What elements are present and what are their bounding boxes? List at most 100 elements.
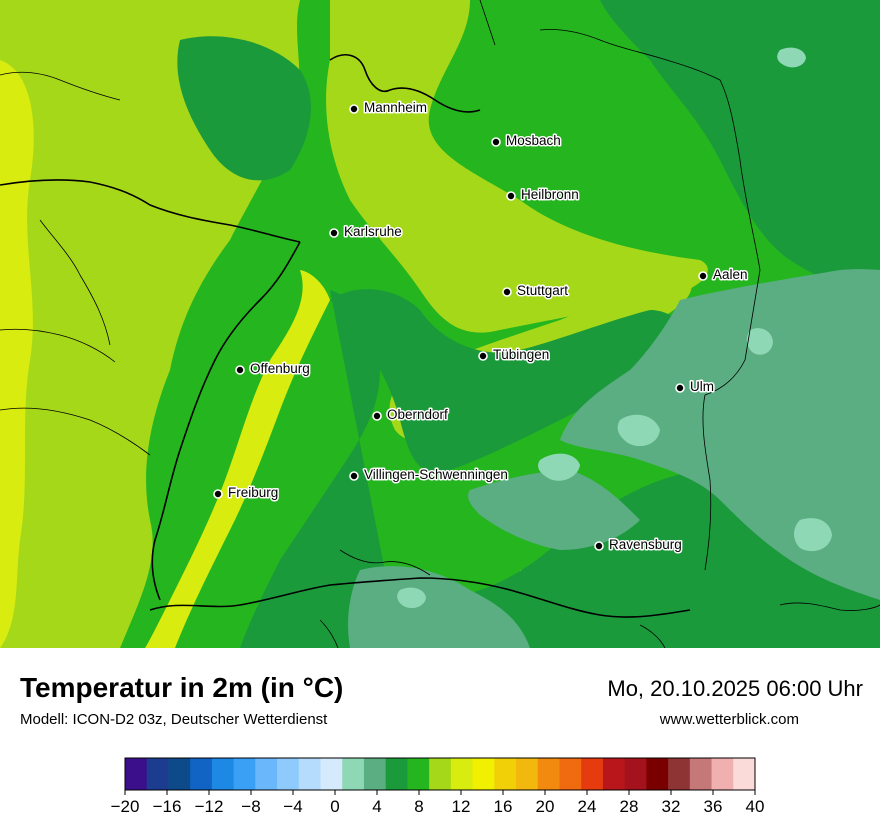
city-label: Offenburg [250,361,310,376]
city-dot [675,383,685,393]
colorbar-swatch [255,758,278,790]
temperature-area-10-12-north [326,0,708,333]
district-borders [0,0,880,648]
colorbar-swatch [363,758,387,790]
colorbar-tick-label: −4 [283,797,302,816]
city-label: Stuttgart [517,283,568,298]
district-border-e [0,407,151,456]
colorbar-swatch [689,758,713,790]
district-border-k [639,624,666,648]
temperature-area-2-4-a [617,414,660,447]
colorbar-swatch [211,758,235,790]
temperature-area-2-4-e [777,47,806,68]
colorbar-swatch [190,758,213,790]
state-border-rhine [151,241,301,601]
city-label: Karlsruhe [344,224,402,239]
district-border-b [539,29,761,271]
colorbar-tick-label: −20 [111,797,140,816]
city-dot [213,489,223,499]
forecast-datetime: Mo, 20.10.2025 06:00 Uhr [607,676,863,701]
city-label: Mosbach [506,133,561,148]
temperature-area-6-8-black-forest-core [330,289,689,473]
colorbar-swatch [450,758,474,790]
temperature-area-4-6-south [468,470,640,550]
model-subtitle: Modell: ICON-D2 03z, Deutscher Wetterdie… [20,711,328,728]
colorbar-swatch [516,758,539,790]
city-villingen-schwenningen: Villingen-Schwenningen [349,466,509,484]
colorbar-swatch [581,758,604,790]
city-oberndorf: Oberndorf [372,406,450,424]
temperature-area-2-4-f [397,587,426,609]
city-label: Heilbronn [521,187,579,202]
city-heilbronn: Heilbronn [506,186,580,204]
colorbar-tick-label: 4 [372,797,381,816]
temperature-area-6-8-black-forest [240,290,880,648]
city-offenburg: Offenburg [235,360,311,378]
colorbar-swatch [537,758,560,790]
temperature-area-4-6-hochrhein [348,566,530,648]
temperature-area-12-14-rhine [145,270,330,648]
city-dot [349,104,359,114]
colorbar-tick-label: 32 [662,797,681,816]
colorbar-swatch [342,758,365,790]
state-border-northwest [0,179,301,243]
colorbar-swatch [646,758,669,790]
map-title: Temperatur in 2m (in °C) [20,672,344,703]
colorbar-tick-label: −12 [195,797,224,816]
colorbar-swatch [233,758,256,790]
district-border-a [0,71,121,101]
colorbar-swatch [624,758,647,790]
city-label: Aalen [713,267,748,282]
city-label: Mannheim [364,100,427,115]
city-dot [235,365,245,375]
city-dot [478,351,488,361]
colorbar-tick-label: 20 [536,797,555,816]
district-border-f [39,219,111,346]
colorbar-swatch [429,758,452,790]
colorbar-swatch [168,758,191,790]
colorbar-tick-label: 36 [704,797,723,816]
city-dot [329,228,339,238]
temperature-area-4-6-ulm [560,269,880,600]
city-aalen: Aalen [698,266,749,284]
website-link[interactable]: www.wetterblick.com [659,711,799,728]
temperature-area-12-14 [0,60,34,648]
city-mannheim: Mannheim [349,99,429,117]
city-label: Villingen-Schwenningen [364,467,508,482]
city-karlsruhe: Karlsruhe [329,223,403,241]
city-dot [491,137,501,147]
district-border-c [702,269,761,571]
city-dot [506,191,516,201]
colorbar-tick-label: 8 [414,797,423,816]
colorbar-swatch [407,758,430,790]
city-label: Tübingen [493,347,549,362]
city-ulm: Ulm [675,378,716,396]
colorbar-legend: −20 −16 −12 −8 −4 0 4 8 12 16 20 24 28 32 36 40 [111,757,765,816]
city-label: Oberndorf [387,407,448,422]
colorbar-swatch [602,758,626,790]
colorbar-swatch [146,758,169,790]
city-label: Ravensburg [609,537,682,552]
colorbar-swatch [385,758,408,790]
colorbar-swatch [277,758,300,790]
colorbar-swatch [733,758,756,790]
temperature-area-2-4-c [794,518,832,552]
temperature-area-2-4-d [746,328,773,355]
colorbar-tick-label: 40 [746,797,765,816]
colorbar-swatch [668,758,691,790]
city-mosbach: Mosbach [491,132,562,150]
colorbar-swatch [494,758,517,790]
city-markers: Mannheim Mosbach Heilbronn Karlsruhe Aalen St… [213,99,749,554]
state-border-south [149,577,691,618]
colorbar-tick-label: 28 [620,797,639,816]
colorbar-tick-label: −16 [153,797,182,816]
colorbar-swatch [559,758,582,790]
city-ravensburg: Ravensburg [594,536,683,554]
city-label: Freiburg [228,485,278,500]
colorbar-swatch [711,758,734,790]
city-stuttgart: Stuttgart [502,282,570,300]
city-dot [698,271,708,281]
colorbar-border [124,757,756,791]
district-border-g [339,549,431,576]
city-dot [349,471,359,481]
